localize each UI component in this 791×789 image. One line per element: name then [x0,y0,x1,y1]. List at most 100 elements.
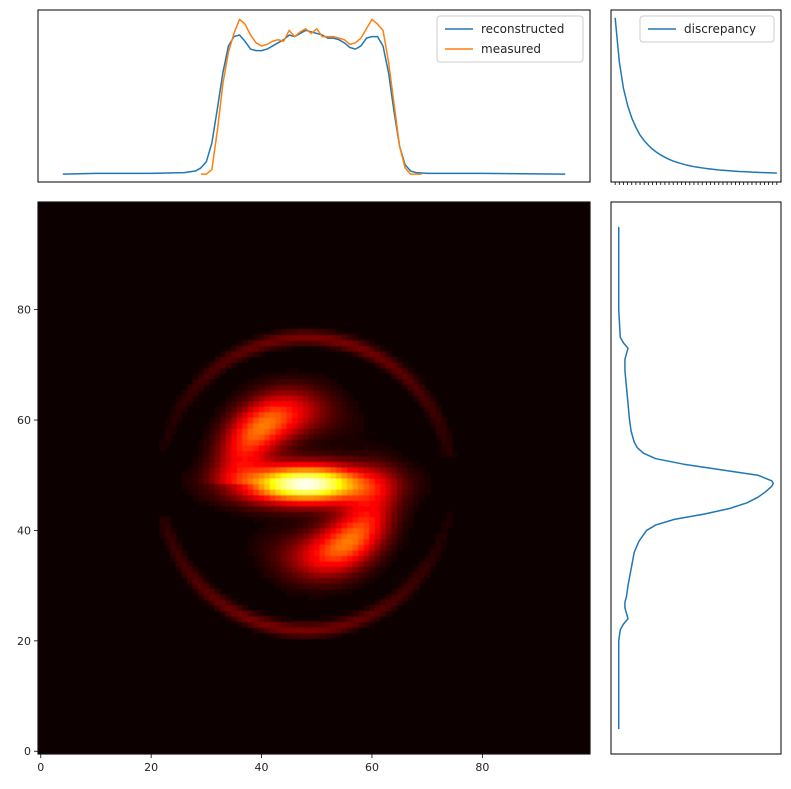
heatmap-cell [407,483,414,490]
heatmap-cell [319,577,326,584]
heatmap-cell [280,616,287,623]
heatmap-cell [413,588,420,595]
heatmap-cell [319,533,326,540]
heatmap-cell [253,489,260,496]
heatmap-cell [253,444,260,451]
heatmap-cell [314,466,321,474]
heatmap-cell [374,533,381,540]
heatmap-cell [214,593,221,601]
heatmap-cell [275,455,282,463]
heatmap-cell [424,395,431,402]
heatmap-cell [369,610,376,617]
heatmap-cell [347,627,354,634]
heatmap-cell [413,395,420,402]
heatmap-cell [286,538,293,545]
heatmap-cell [347,395,354,402]
heatmap-cell [203,494,210,501]
heatmap-cell [380,362,387,369]
heatmap-cell [181,472,188,479]
heatmap-cell [347,494,354,501]
heatmap-cell [258,627,265,634]
heatmap-cell [302,571,310,578]
heatmap-cell [440,533,448,540]
heatmap-cell [363,527,370,534]
heatmap-cell [319,466,326,474]
heatmap-cell [314,422,321,429]
heatmap-cell [231,616,238,623]
heatmap-cell [336,455,343,463]
heatmap-cell [253,544,260,551]
heatmap-cell [253,483,260,490]
heatmap-cell [330,444,337,451]
heatmap-cell [385,356,392,363]
heatmap-cell [297,527,304,534]
heatmap-cell [374,494,381,501]
heatmap-image [38,202,590,754]
heatmap-cell [264,522,271,529]
heatmap-cell [413,466,420,474]
heatmap-cell [253,472,260,479]
heatmap-cell [347,334,354,341]
heatmap-cell [363,494,370,501]
heatmap-cell [330,500,337,507]
heatmap-cell [187,560,194,567]
heatmap-cell [302,505,310,512]
heatmap-cell [176,400,183,407]
heatmap-cell [341,400,348,407]
heatmap-cell [347,522,354,529]
heatmap-cell [341,500,348,507]
heatmap-cell [280,516,287,523]
heatmap-cell [336,533,343,540]
heatmap-cell [330,417,337,424]
heatmap-cell [363,461,370,468]
heatmap-cell [302,489,310,496]
heatmap-cell [258,351,265,358]
heatmap-cell [413,373,420,380]
heatmap-cell [214,599,221,606]
heatmap-cell [435,411,442,418]
heatmap-cell [264,400,271,407]
x-tick-label: 40 [255,761,269,774]
heatmap-cell [302,494,310,501]
heatmap-cell [203,472,210,479]
heatmap-cell [314,544,321,551]
heatmap-cell [236,489,243,496]
heatmap-cell [280,384,287,391]
heatmap-cell [242,400,249,407]
heatmap-cell [192,489,199,496]
y-tick-label: 40 [17,524,31,537]
heatmap-cell [253,549,260,556]
heatmap-cell [374,450,381,457]
heatmap-cell [280,439,287,446]
heatmap-cell [291,340,299,347]
heatmap-cell [291,621,299,628]
heatmap-cell [286,422,293,429]
heatmap-cell [231,428,238,435]
heatmap-cell [418,489,425,496]
heatmap-cell [203,582,210,589]
heatmap-cell [297,632,304,639]
heatmap-cell [391,461,398,468]
heatmap-cell [236,340,243,347]
heatmap-cell [347,577,354,584]
heatmap-cell [187,400,194,407]
heatmap-cell [231,362,238,369]
heatmap-cell [269,483,276,490]
heatmap-cell [291,571,299,578]
heatmap-cell [291,588,299,595]
heatmap-cell [358,516,365,523]
heatmap-cell [369,527,376,534]
heatmap-cell [302,566,310,573]
heatmap-cell [209,582,216,589]
heatmap-cell [198,378,205,385]
heatmap-cell [258,395,265,402]
heatmap-cell [220,351,227,358]
heatmap-cell [225,461,232,468]
heatmap-cell [214,478,221,485]
heatmap-cell [236,450,243,457]
heatmap-cell [225,500,232,507]
heatmap-cell [225,494,232,501]
heatmap-cell [280,544,287,551]
heatmap-cell [358,527,365,534]
